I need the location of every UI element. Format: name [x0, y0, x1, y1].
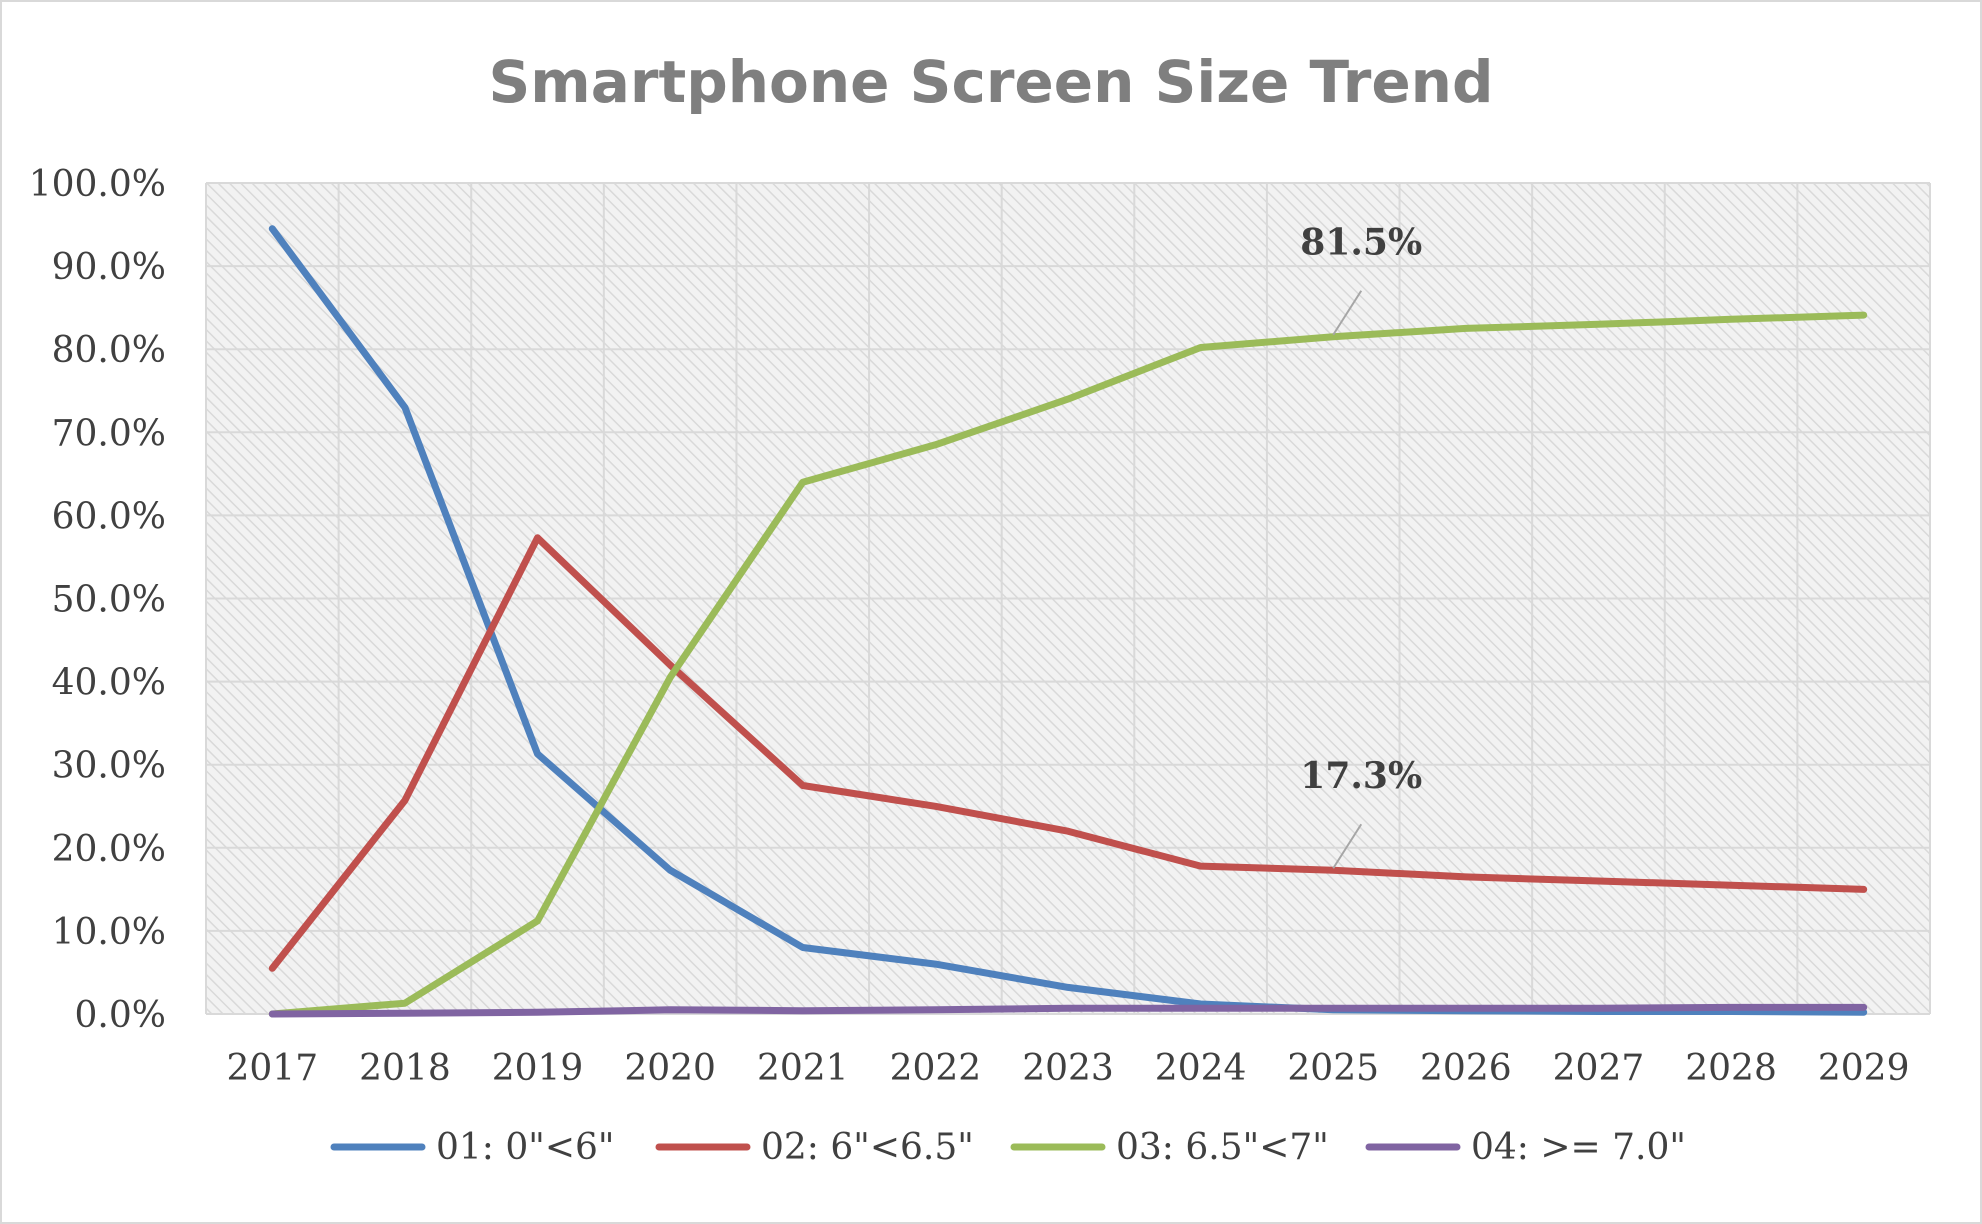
x-tick-label: 2024: [1155, 1048, 1247, 1089]
x-tick-label: 2018: [359, 1048, 451, 1089]
x-tick-label: 2023: [1022, 1048, 1114, 1089]
legend: 01: 0"<6" 02: 6"<6.5" 03: 6.5"<7" 04: >= 7.…: [330, 1127, 1686, 1168]
y-tick-label: 40.0%: [52, 663, 166, 704]
x-tick-label: 2021: [757, 1048, 849, 1089]
y-tick-label: 100.0%: [29, 164, 166, 205]
legend-label: 01: 0"<6": [436, 1127, 614, 1168]
gridlines: [205, 182, 1931, 1015]
y-tick-label: 20.0%: [52, 829, 166, 870]
series-line-2: [268, 534, 1868, 972]
annotation-label: 17.3%: [1300, 755, 1422, 797]
y-tick-label: 10.0%: [52, 912, 166, 953]
legend-label: 03: 6.5"<7": [1116, 1127, 1329, 1168]
annotation-leader: [1332, 290, 1363, 336]
x-tick-label: 2019: [492, 1048, 584, 1089]
x-tick-label: 2029: [1818, 1048, 1910, 1089]
legend-label: 04: >= 7.0": [1471, 1127, 1686, 1168]
y-tick-label: 80.0%: [52, 330, 166, 371]
x-tick-label: 2022: [890, 1048, 982, 1089]
x-tick-label: 2026: [1420, 1048, 1512, 1089]
series-line-4: [268, 1003, 1868, 1018]
x-axis-ticks: 2017 2018 2019 2020 2021 2022 2023 2024 2025 2026…: [226, 1048, 1909, 1089]
y-tick-label: 50.0%: [52, 580, 166, 621]
annotations: 81.5% 17.3%: [1300, 222, 1422, 869]
x-tick-label: 2020: [624, 1048, 716, 1089]
x-tick-label: 2017: [226, 1048, 318, 1089]
x-tick-label: 2028: [1685, 1048, 1777, 1089]
y-tick-label: 0.0%: [75, 995, 166, 1036]
y-axis-ticks: 0.0% 10.0% 20.0% 30.0% 40.0% 50.0% 60.0% 70.0% 8…: [29, 164, 166, 1036]
chart-title: Smartphone Screen Size Trend: [489, 48, 1494, 116]
y-tick-label: 60.0%: [52, 496, 166, 537]
legend-label: 02: 6"<6.5": [761, 1127, 974, 1168]
annotation-leader: [1332, 823, 1363, 869]
y-tick-label: 90.0%: [52, 247, 166, 288]
series-line-3: [268, 311, 1868, 1018]
annotation-label: 81.5%: [1300, 222, 1422, 264]
x-tick-label: 2025: [1287, 1048, 1379, 1089]
y-tick-label: 30.0%: [52, 746, 166, 787]
y-tick-label: 70.0%: [52, 413, 166, 454]
series-lines: [268, 225, 1868, 1018]
x-tick-label: 2027: [1553, 1048, 1645, 1089]
